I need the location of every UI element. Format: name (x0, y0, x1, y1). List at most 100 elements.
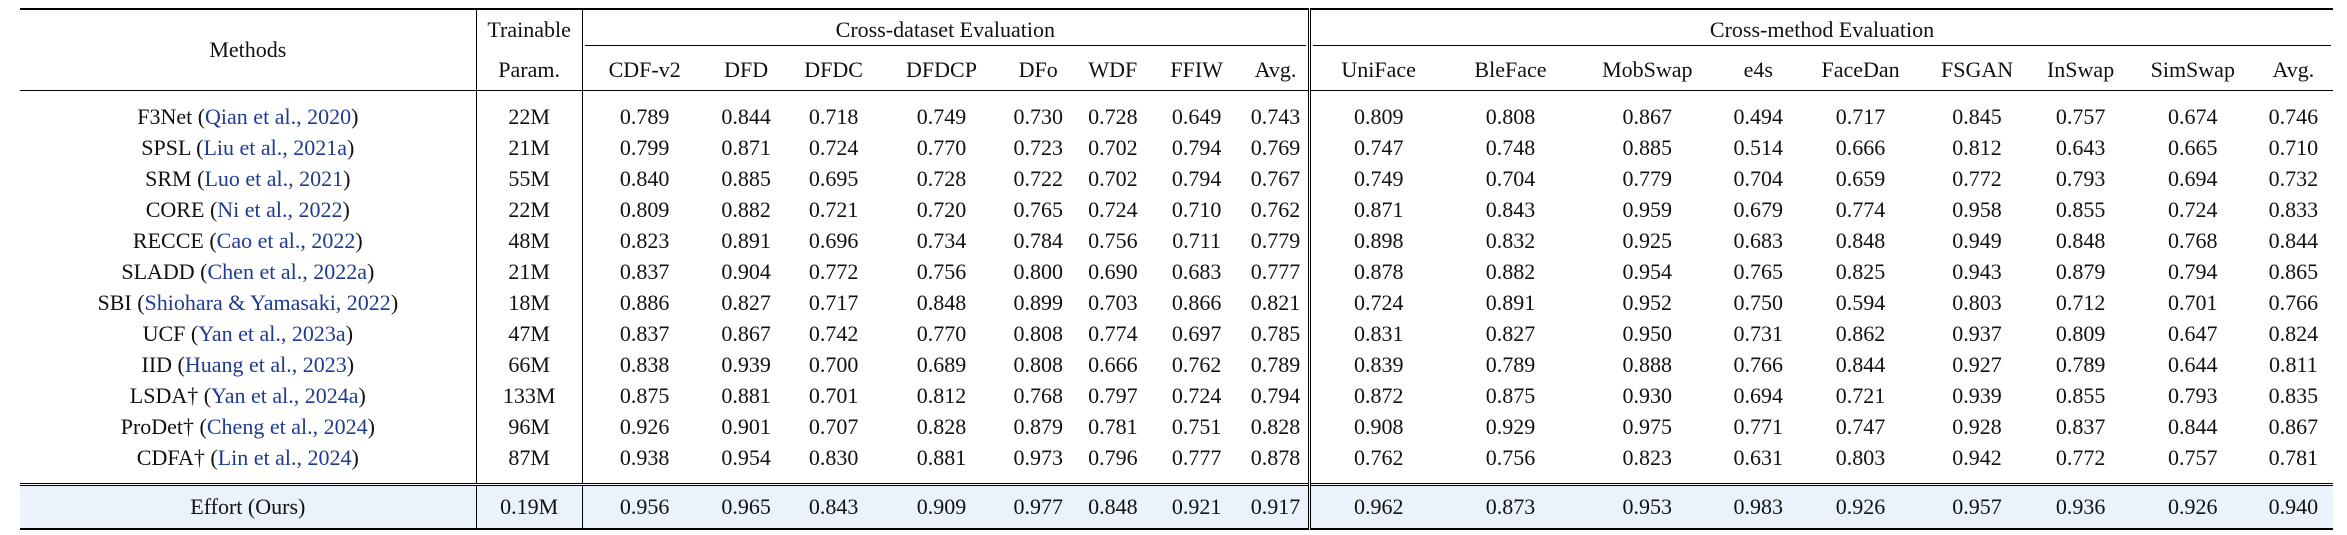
dataset-score-cell: 0.777 (1250, 259, 1301, 284)
dataset-score-cell: 0.799 (581, 132, 707, 163)
method-score-cell: 0.747 (1308, 132, 1447, 163)
header-cross-method: Cross-method Evaluation (1308, 8, 2333, 50)
header-dataset-col: CDF-v2 (581, 50, 707, 91)
method-score-cell: 0.827 (1485, 321, 1536, 346)
method-score-cell: 0.665 (2168, 135, 2218, 160)
header-dataset-col: DFD (724, 57, 769, 82)
method-name: CORE (145, 197, 205, 222)
spacer-row (20, 90, 2333, 101)
method-citation-link[interactable]: Luo et al., 2021 (204, 166, 344, 191)
ours-dataset-score-cell: 0.965 (706, 483, 786, 530)
header-method-col: BleFace (1474, 57, 1547, 82)
method-score-cell: 0.809 (1308, 101, 1447, 132)
ours-method-score-cell: 0.983 (1720, 483, 1797, 530)
dataset-score-cell: 0.772 (808, 259, 859, 284)
dataset-score-cell: 0.762 (1250, 197, 1301, 222)
dataset-score-cell: 0.765 (1013, 197, 1063, 222)
method-cell: UCF (Yan et al., 2023a) (142, 321, 354, 346)
method-cell: F3Net (Qian et al., 2020) (137, 104, 359, 129)
method-name: ProDet† (120, 414, 195, 439)
method-cell: ProDet† (Cheng et al., 2024) (120, 414, 375, 439)
dataset-score-cell: 0.973 (1013, 445, 1063, 470)
dataset-score-cell: 0.794 (1250, 383, 1301, 408)
ours-method-score-cell: 0.873 (1446, 483, 1575, 530)
method-citation-link[interactable]: Ni et al., 2022 (217, 197, 343, 222)
header-methods: Methods (20, 8, 477, 91)
dataset-score-cell: 0.702 (1088, 166, 1138, 191)
method-score-cell: 0.772 (1952, 166, 2002, 191)
dataset-score-cell: 0.871 (721, 135, 771, 160)
method-score-cell: 0.930 (1622, 383, 1673, 408)
dataset-score-cell: 0.781 (1088, 414, 1138, 439)
method-citation-link[interactable]: Lin et al., 2024 (217, 445, 352, 470)
dataset-score-cell: 0.724 (1088, 197, 1138, 222)
method-score-cell: 0.975 (1622, 414, 1673, 439)
param-cell: 66M (475, 349, 583, 380)
header-method-col: e4s (1743, 57, 1773, 82)
method-citation-link[interactable]: Huang et al., 2023 (184, 352, 347, 377)
dataset-score-cell: 0.683 (1171, 259, 1222, 284)
method-score-cell: 0.925 (1622, 228, 1673, 253)
method-citation-link[interactable]: Yan et al., 2023a (198, 321, 346, 346)
method-score-cell: 0.781 (2268, 445, 2319, 470)
header-dataset-col: DFo (1018, 57, 1058, 82)
method-citation-link[interactable]: Cao et al., 2022 (216, 228, 356, 253)
dataset-score-cell: 0.844 (721, 104, 771, 129)
method-score-cell: 0.891 (1485, 290, 1536, 315)
dataset-score-cell: 0.730 (1013, 104, 1063, 129)
method-cell: CDFA† (Lin et al., 2024) (136, 445, 359, 470)
method-score-cell: 0.746 (2268, 104, 2319, 129)
dataset-score-cell: 0.828 (1250, 414, 1301, 439)
method-score-cell: 0.825 (1835, 259, 1886, 284)
dataset-score-cell: 0.749 (916, 104, 967, 129)
dataset-score-cell: 0.848 (916, 290, 967, 315)
method-score-cell: 0.748 (1485, 135, 1536, 160)
method-score-cell: 0.855 (2055, 383, 2106, 408)
table-row: LSDA† (Yan et al., 2024a) 133M 0.875 0.881 0… (20, 380, 2333, 411)
method-citation-link[interactable]: Chen et al., 2022a (207, 259, 367, 284)
dataset-score-cell: 0.734 (916, 228, 967, 253)
method-score-cell: 0.845 (1952, 104, 2002, 129)
method-cell: LSDA† (Yan et al., 2024a) (129, 383, 366, 408)
results-table: Methods Trainable Cross-dataset Evaluati… (20, 8, 2333, 530)
method-score-cell: 0.666 (1835, 135, 1886, 160)
dataset-score-cell: 0.742 (808, 321, 859, 346)
clipped-caption-remnant (0, 0, 2347, 6)
dataset-score-cell: 0.696 (808, 228, 859, 253)
dataset-score-cell: 0.723 (1013, 135, 1063, 160)
method-score-cell: 0.959 (1622, 197, 1673, 222)
dataset-score-cell: 0.789 (581, 101, 707, 132)
header-method-col: SimSwap (2150, 57, 2235, 82)
dataset-score-cell: 0.823 (581, 225, 707, 256)
dataset-score-cell: 0.830 (808, 445, 859, 470)
method-citation-link[interactable]: Shiohara & Yamasaki, 2022 (144, 290, 391, 315)
method-score-cell: 0.594 (1835, 290, 1886, 315)
param-cell: 22M (475, 101, 583, 132)
dataset-score-cell: 0.756 (916, 259, 967, 284)
dataset-score-cell: 0.796 (1088, 445, 1138, 470)
table-row: SBI (Shiohara & Yamasaki, 2022) 18M 0.886 0… (20, 287, 2333, 318)
method-name: SLADD (121, 259, 195, 284)
method-citation-link[interactable]: Qian et al., 2020 (205, 104, 352, 129)
dataset-score-cell: 0.751 (1171, 414, 1222, 439)
dataset-score-cell: 0.722 (1013, 166, 1063, 191)
method-citation-link[interactable]: Cheng et al., 2024 (206, 414, 368, 439)
param-cell: 21M (475, 132, 583, 163)
method-citation-link[interactable]: Liu et al., 2021a (203, 135, 348, 160)
method-score-cell: 0.803 (1952, 290, 2002, 315)
method-score-cell: 0.929 (1485, 414, 1536, 439)
dataset-score-cell: 0.743 (1250, 104, 1301, 129)
ours-method-score-cell: 0.957 (1924, 483, 2030, 530)
method-citation-link[interactable]: Yan et al., 2024a (211, 383, 359, 408)
method-score-cell: 0.908 (1308, 411, 1447, 442)
method-score-cell: 0.958 (1952, 197, 2002, 222)
header-cross-method-label: Cross-method Evaluation (1313, 15, 2331, 46)
method-score-cell: 0.774 (1835, 197, 1886, 222)
dataset-score-cell: 0.769 (1250, 135, 1301, 160)
method-name: LSDA† (129, 383, 199, 408)
method-score-cell: 0.812 (1952, 135, 2002, 160)
method-score-cell: 0.766 (1733, 352, 1783, 377)
ours-param-cell: 0.19M (475, 483, 583, 530)
dataset-score-cell: 0.728 (1088, 104, 1138, 129)
dataset-score-cell: 0.717 (808, 290, 859, 315)
